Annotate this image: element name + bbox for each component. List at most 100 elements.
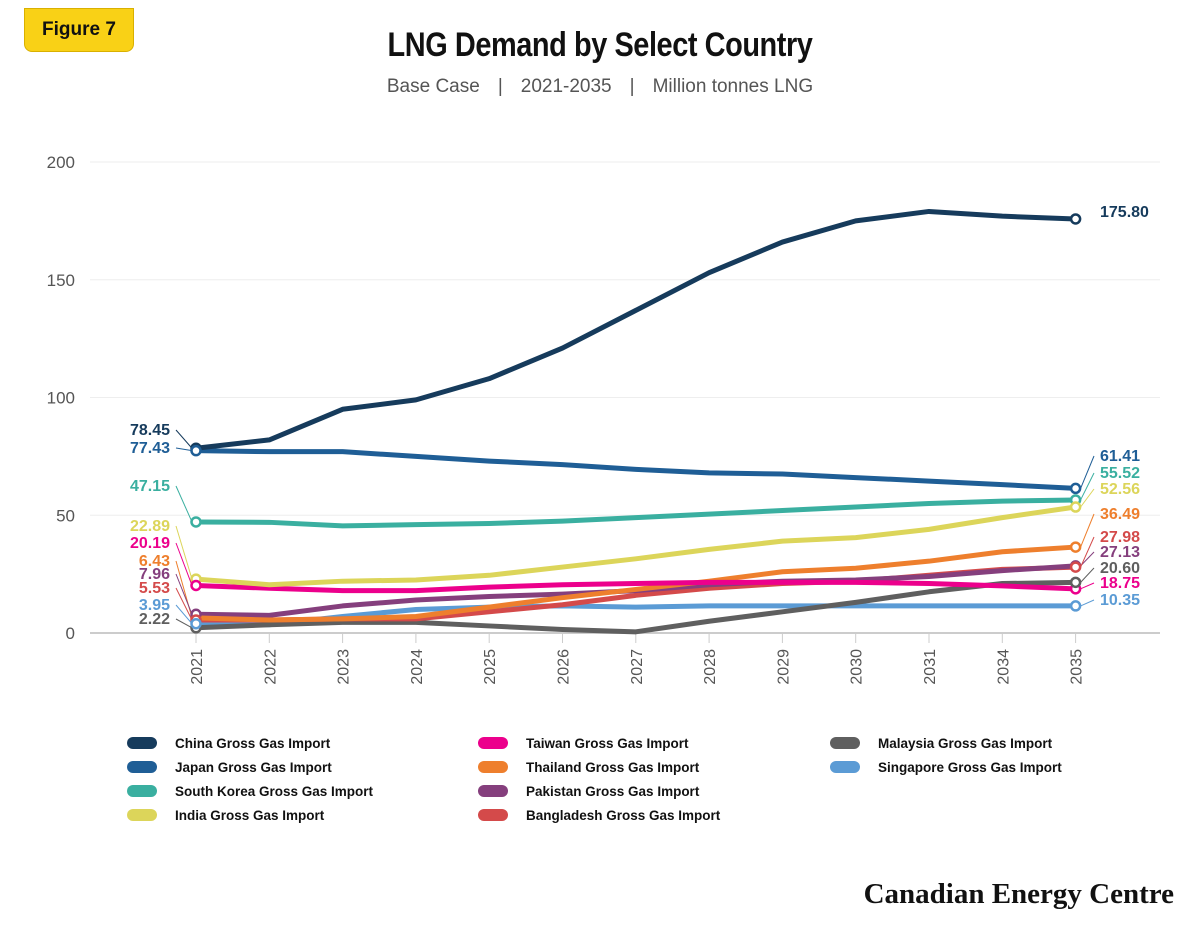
- end-value-label: 27.13: [1100, 544, 1140, 561]
- start-point-marker: [190, 444, 202, 457]
- legend-label: Pakistan Gross Gas Import: [526, 783, 700, 799]
- leader-line: [1080, 551, 1095, 567]
- start-value-label: 20.19: [130, 535, 170, 552]
- start-value-label: 2.22: [139, 611, 170, 628]
- legend-swatch: [478, 785, 508, 797]
- leader-line: [175, 587, 193, 621]
- leader-line: [175, 542, 193, 586]
- leader-line: [175, 573, 193, 615]
- end-point-marker: [1069, 541, 1082, 553]
- legend-label: Malaysia Gross Gas Import: [878, 735, 1053, 751]
- end-point-marker: [1069, 561, 1082, 573]
- legend-label: South Korea Gross Gas Import: [175, 783, 374, 799]
- chart-title: LNG Demand by Select Country: [387, 26, 813, 64]
- start-value-label: 5.53: [139, 580, 170, 597]
- start-value-label: 47.15: [130, 478, 170, 495]
- x-tick-label: 2022: [262, 649, 279, 685]
- leader-line: [175, 618, 193, 629]
- legend-swatch: [478, 761, 508, 773]
- legend-item: Malaysia Gross Gas Import: [830, 731, 1052, 755]
- legend-item: Singapore Gross Gas Import: [830, 755, 1062, 779]
- legend-label: India Gross Gas Import: [175, 807, 325, 823]
- leader-line: [1080, 567, 1095, 583]
- subtitle-units: Million tonnes LNG: [652, 76, 814, 97]
- leader-line: [1080, 472, 1095, 501]
- end-value-label: 18.75: [1100, 575, 1140, 592]
- end-value-label: 61.41: [1100, 448, 1140, 465]
- end-value-label: 10.35: [1100, 592, 1140, 609]
- legend-label: Bangladesh Gross Gas Import: [526, 807, 721, 823]
- x-tick-label: 2028: [702, 649, 719, 685]
- x-tick-label: 2021: [189, 649, 206, 685]
- x-tick-label: 2025: [482, 649, 499, 685]
- legend-item: Bangladesh Gross Gas Import: [478, 803, 720, 827]
- end-value-label: 55.52: [1100, 465, 1140, 482]
- legend-swatch: [830, 737, 860, 749]
- end-value-label: 20.60: [1100, 560, 1140, 577]
- x-tick-label: 2024: [409, 649, 426, 685]
- legend-swatch: [127, 737, 157, 749]
- end-point-marker: [1069, 600, 1082, 612]
- y-tick-label: 100: [47, 389, 75, 408]
- x-tick-label: 2023: [336, 649, 353, 685]
- end-point-marker: [1069, 501, 1082, 513]
- series-line: [193, 579, 1079, 594]
- series-line: [193, 497, 1079, 529]
- start-point-marker: [190, 516, 202, 528]
- x-tick-label: 2026: [556, 649, 573, 685]
- start-value-label: 6.43: [139, 553, 170, 570]
- legend-item: Thailand Gross Gas Import: [478, 755, 699, 779]
- legend-item: China Gross Gas Import: [127, 731, 330, 755]
- legend-item: Taiwan Gross Gas Import: [478, 731, 689, 755]
- start-value-label: 77.43: [130, 440, 170, 457]
- chart-subtitle: Base Case | 2021-2035 | Million tonnes LNG: [386, 76, 814, 97]
- legend-swatch: [478, 737, 508, 749]
- end-point-marker: [1069, 482, 1082, 495]
- x-tick-label: 2027: [629, 649, 646, 685]
- subtitle-case: Base Case: [386, 76, 480, 97]
- legend-item: Pakistan Gross Gas Import: [478, 779, 699, 803]
- leader-line: [1080, 599, 1095, 607]
- legend-swatch: [478, 809, 508, 821]
- end-point-marker: [1069, 213, 1082, 225]
- leader-line: [175, 429, 193, 449]
- y-tick-label: 150: [47, 271, 75, 290]
- legend-swatch: [127, 785, 157, 797]
- end-value-label: 175.80: [1100, 204, 1149, 221]
- end-value-label: 52.56: [1100, 481, 1140, 498]
- subtitle-years: 2021-2035: [520, 76, 612, 97]
- legend-label: Japan Gross Gas Import: [175, 759, 332, 775]
- y-tick-label: 50: [56, 506, 75, 525]
- series-line: [193, 544, 1079, 623]
- y-tick-label: 200: [47, 153, 75, 172]
- x-tick-label: 2029: [775, 649, 792, 685]
- figure-badge: Figure 7: [24, 8, 134, 52]
- x-tick-label: 2030: [849, 649, 866, 685]
- legend-swatch: [127, 761, 157, 773]
- leader-line: [1080, 513, 1095, 548]
- legend-label: Singapore Gross Gas Import: [878, 759, 1062, 775]
- x-tick-label: 2035: [1069, 649, 1086, 685]
- series-line: [193, 504, 1079, 588]
- leader-line: [175, 485, 193, 523]
- leader-line: [175, 604, 193, 625]
- leader-line: [1080, 455, 1095, 489]
- start-value-label: 3.95: [139, 597, 170, 614]
- start-point-marker: [190, 579, 202, 592]
- series-line: [193, 579, 1079, 635]
- legend-label: Thailand Gross Gas Import: [526, 759, 700, 775]
- leader-line: [1080, 488, 1095, 508]
- leader-line: [1080, 536, 1095, 568]
- start-value-label: 78.45: [130, 422, 170, 439]
- legend-swatch: [830, 761, 860, 773]
- legend-item: India Gross Gas Import: [127, 803, 324, 827]
- end-point-marker: [1069, 576, 1082, 589]
- start-point-marker: [190, 617, 202, 630]
- legend-label: China Gross Gas Import: [175, 735, 331, 751]
- end-value-label: 36.49: [1100, 506, 1140, 523]
- legend-item: South Korea Gross Gas Import: [127, 779, 373, 803]
- x-tick-label: 2034: [995, 649, 1012, 685]
- legend-label: Taiwan Gross Gas Import: [526, 735, 689, 751]
